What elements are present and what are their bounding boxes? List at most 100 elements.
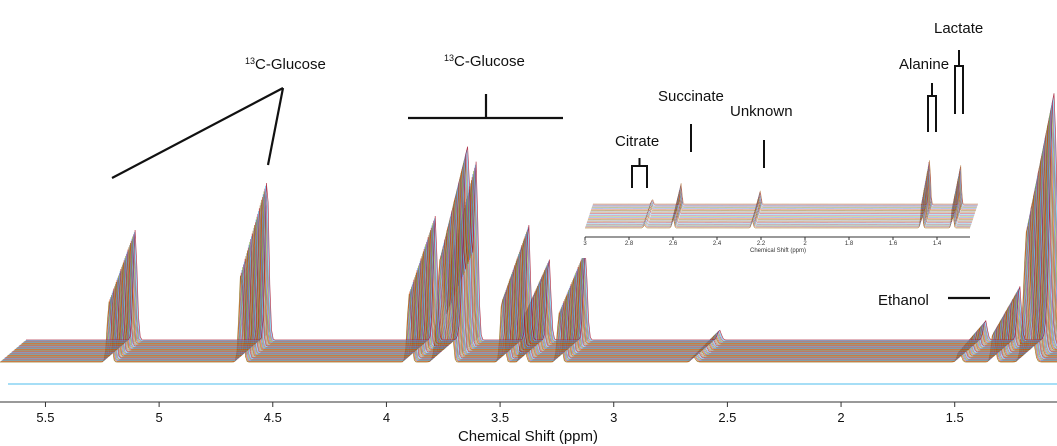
main-tick-label: 3 bbox=[610, 410, 617, 425]
inset-spectra-stack bbox=[585, 160, 978, 229]
main-spectrum-trace bbox=[0, 226, 1057, 363]
main-spectrum-trace bbox=[22, 113, 1057, 344]
main-tick-label: 4.5 bbox=[264, 410, 282, 425]
main-spectrum-trace bbox=[2, 214, 1057, 361]
inset-spectrum-trace bbox=[589, 179, 975, 215]
inset-spectrum-trace bbox=[585, 200, 971, 227]
inset-tick-label: 2.6 bbox=[669, 241, 678, 247]
inset-spectrum-trace bbox=[590, 174, 976, 212]
main-tick-label: 2.5 bbox=[718, 410, 736, 425]
main-spectrum-trace bbox=[11, 165, 1057, 353]
main-spectrum-trace bbox=[18, 133, 1057, 348]
lactate-bracket bbox=[954, 50, 964, 114]
inset-spectrum-trace bbox=[586, 193, 972, 223]
inset-spectrum-trace bbox=[588, 183, 974, 217]
main-tick-label: 1.5 bbox=[946, 410, 964, 425]
inset-x-axis: 3 2.8 2.6 2.4 2.2 2 1.8 1.6 1.4 Chemical Shift (p… bbox=[583, 236, 970, 254]
inset-spectrum-trace bbox=[592, 162, 978, 206]
main-spectrum-trace bbox=[8, 181, 1057, 356]
main-spectrum-trace bbox=[22, 109, 1057, 344]
inset-spectrum-trace bbox=[587, 188, 973, 220]
inset-spectrum-trace bbox=[592, 163, 978, 207]
main-spectrum-trace bbox=[0, 222, 1057, 362]
main-spectrum-trace bbox=[12, 161, 1057, 352]
main-spectra-stack bbox=[0, 93, 1057, 385]
glucose-left-leader bbox=[111, 87, 284, 179]
main-spectrum-trace bbox=[13, 157, 1057, 352]
inset-spectrum-trace bbox=[586, 196, 972, 225]
main-spectrum-trace bbox=[21, 117, 1057, 345]
inset-tick-label: 2.2 bbox=[757, 241, 766, 247]
main-spectrum-trace bbox=[11, 169, 1057, 354]
alanine-bracket bbox=[927, 83, 937, 132]
inset-background bbox=[578, 118, 978, 258]
inset-panel: 3 2.8 2.6 2.4 2.2 2 1.8 1.6 1.4 Chemical Shift (p… bbox=[578, 118, 978, 258]
main-spectrum-trace bbox=[7, 185, 1057, 356]
succinate-label: Succinate bbox=[658, 88, 724, 105]
inset-spectrum-trace bbox=[592, 165, 977, 208]
inset-spectrum-trace bbox=[586, 195, 972, 224]
main-spectrum-trace bbox=[18, 129, 1057, 347]
main-spectrum-trace bbox=[3, 206, 1057, 360]
ethanol-label: Ethanol bbox=[878, 292, 929, 309]
inset-spectrum-trace bbox=[589, 181, 975, 216]
inset-tick-label: 1.8 bbox=[845, 241, 854, 247]
main-tick-label: 5.5 bbox=[36, 410, 54, 425]
main-tick-label: 3.5 bbox=[491, 410, 509, 425]
inset-tick-label: 2.8 bbox=[625, 241, 634, 247]
citrate-bracket bbox=[631, 158, 648, 188]
inset-spectrum-trace bbox=[587, 189, 973, 221]
main-spectrum-trace bbox=[17, 137, 1057, 348]
annotations: 13C-Glucose 13C-Glucose Ethanol Citrate … bbox=[111, 20, 990, 309]
inset-spectrum-trace bbox=[588, 186, 974, 219]
citrate-label: Citrate bbox=[615, 133, 659, 150]
inset-tick-label: 1.6 bbox=[889, 241, 898, 247]
main-tick-label: 4 bbox=[383, 410, 390, 425]
main-spectrum-trace bbox=[19, 125, 1057, 346]
inset-x-axis-label: Chemical Shift (ppm) bbox=[750, 248, 806, 254]
main-spectrum-trace bbox=[14, 153, 1057, 351]
main-spectrum-trace bbox=[25, 97, 1057, 342]
main-tick-label: 2 bbox=[837, 410, 844, 425]
main-spectrum-trace bbox=[7, 190, 1057, 357]
inset-spectrum-trace bbox=[590, 172, 976, 211]
inset-spectrum-trace bbox=[591, 170, 977, 211]
main-spectrum-trace bbox=[20, 121, 1057, 346]
main-tick-label: 5 bbox=[156, 410, 163, 425]
inset-tick-label: 3 bbox=[583, 241, 587, 247]
inset-spectrum-trace bbox=[591, 169, 977, 210]
main-spectrum-trace bbox=[24, 101, 1057, 342]
unknown-label: Unknown bbox=[730, 103, 793, 120]
main-spectrum-trace bbox=[15, 149, 1057, 350]
main-spectrum-trace bbox=[5, 198, 1057, 358]
main-spectrum-trace bbox=[15, 145, 1057, 350]
main-spectrum-trace bbox=[6, 194, 1057, 358]
inset-tick-label: 2.4 bbox=[713, 241, 722, 247]
inset-spectrum-trace bbox=[588, 184, 974, 218]
inset-tick-label: 2 bbox=[803, 241, 807, 247]
alanine-label: Alanine bbox=[899, 56, 949, 73]
main-spectrum-trace bbox=[4, 202, 1057, 359]
inset-spectrum-trace bbox=[593, 160, 978, 205]
inset-spectrum-trace bbox=[585, 203, 970, 229]
lactate-label: Lactate bbox=[934, 20, 983, 37]
main-x-axis: 5.5 5 4.5 4 3.5 3 2.5 2 1.5 Chemical Shift (ppm) bbox=[0, 401, 1057, 445]
inset-tick-label: 1.4 bbox=[933, 241, 942, 247]
main-spectrum-trace bbox=[1, 218, 1057, 362]
inset-spectrum-trace bbox=[589, 177, 975, 214]
main-spectrum-trace bbox=[3, 210, 1057, 360]
inset-spectrum-trace bbox=[586, 198, 971, 226]
main-spectrum-trace bbox=[9, 177, 1057, 355]
main-spectrum-trace bbox=[10, 173, 1057, 354]
main-spectrum-trace bbox=[16, 141, 1057, 349]
inset-spectrum-trace bbox=[587, 191, 973, 222]
inset-spectrum-trace bbox=[590, 176, 976, 213]
inset-spectrum-trace bbox=[591, 167, 977, 209]
inset-spectrum-trace bbox=[585, 202, 971, 228]
glucose-left-leader-2 bbox=[266, 87, 285, 166]
main-spectrum-trace bbox=[23, 105, 1057, 343]
main-spectrum-trace bbox=[26, 93, 1057, 341]
glucose-label-left: 13C-Glucose bbox=[245, 56, 326, 73]
main-x-axis-label: Chemical Shift (ppm) bbox=[458, 428, 598, 445]
